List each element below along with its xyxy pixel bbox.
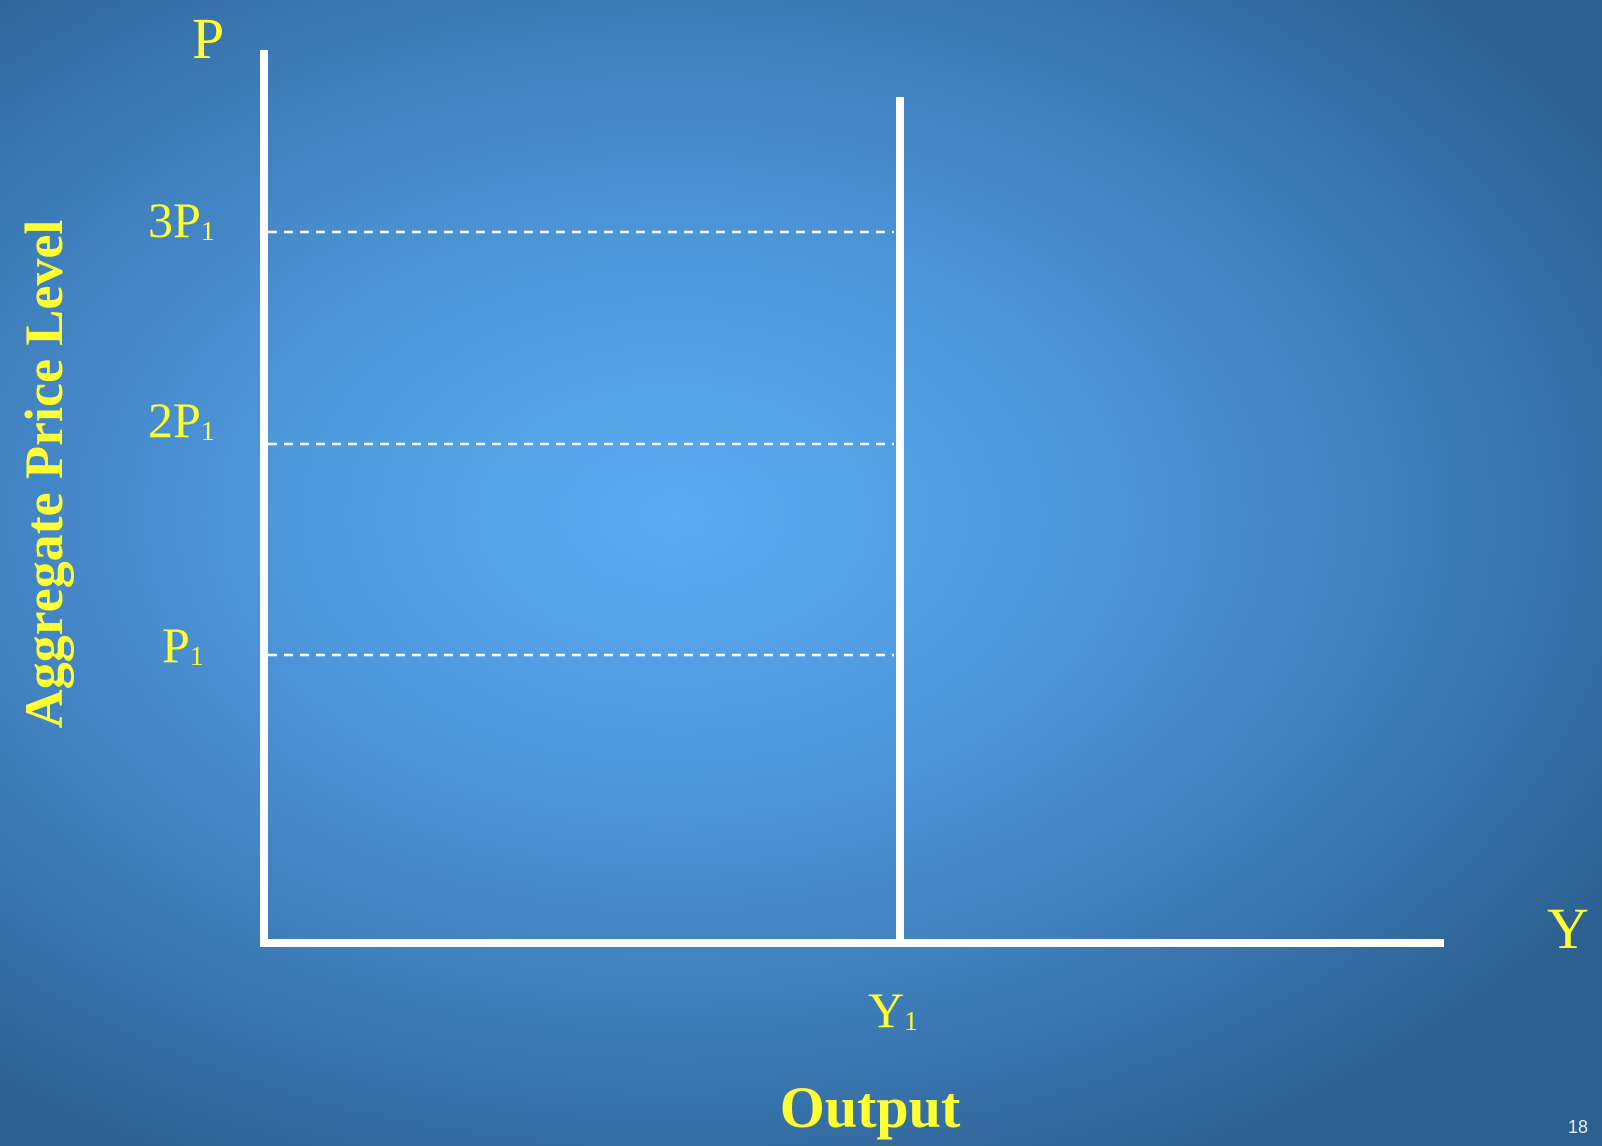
tick-main: Y xyxy=(868,982,905,1038)
tick-main: P xyxy=(162,617,190,673)
output-tick-y1: Y1 xyxy=(868,985,918,1035)
price-axis-label: P xyxy=(192,6,225,71)
x-axis-title: Output xyxy=(779,1075,961,1140)
price-tick-2p1: 2P1 xyxy=(148,395,215,445)
tick-subscript: 1 xyxy=(200,214,215,246)
price-tick-3p1: 3P1 xyxy=(148,195,215,245)
tick-subscript: 1 xyxy=(189,639,204,671)
output-axis-label: Y xyxy=(1547,896,1589,961)
tick-main: 3P xyxy=(148,192,201,248)
tick-subscript: 1 xyxy=(904,1004,918,1036)
slide-number: 18 xyxy=(1568,1117,1589,1137)
y-axis-title: Aggregate Price Level xyxy=(14,219,74,729)
price-tick-p1: P1 xyxy=(162,620,204,670)
tick-subscript: 1 xyxy=(200,414,215,446)
tick-main: 2P xyxy=(148,392,201,448)
